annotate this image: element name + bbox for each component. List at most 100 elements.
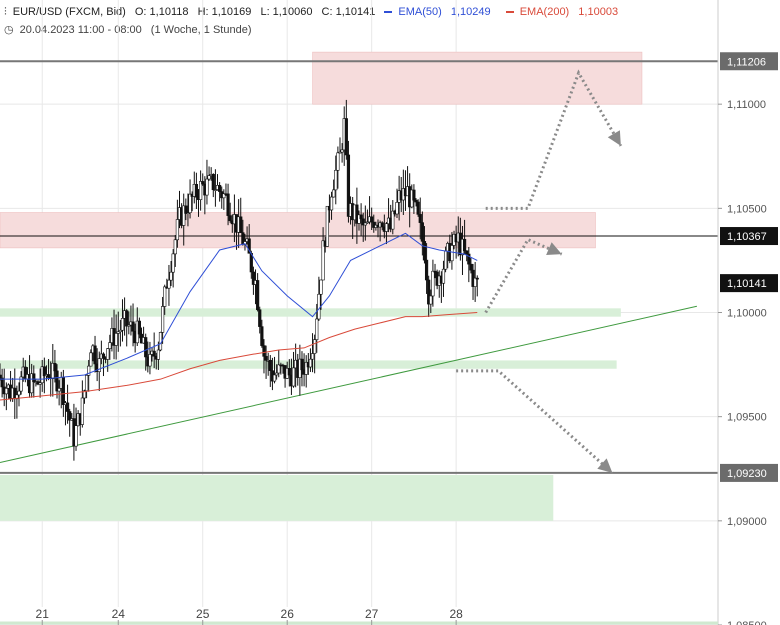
x-tick-label: 25 bbox=[196, 607, 210, 621]
y-tick-label: 1,10500 bbox=[727, 203, 767, 215]
candle bbox=[268, 359, 272, 371]
candle bbox=[251, 271, 256, 285]
candle bbox=[32, 373, 36, 383]
candle bbox=[0, 377, 4, 388]
candle bbox=[17, 390, 21, 396]
candle bbox=[424, 259, 429, 281]
candle bbox=[61, 377, 65, 405]
candle bbox=[264, 356, 268, 361]
resistance-zone bbox=[0, 212, 596, 249]
candle bbox=[137, 320, 141, 335]
y-tick-label: 1,10000 bbox=[727, 308, 767, 320]
candle bbox=[131, 321, 135, 332]
candle bbox=[338, 151, 342, 154]
candle bbox=[89, 352, 93, 367]
candle bbox=[184, 205, 188, 214]
candle bbox=[127, 324, 131, 327]
price-level-badge bbox=[720, 274, 778, 293]
x-tick-label: 27 bbox=[365, 607, 379, 621]
candle bbox=[450, 245, 454, 262]
price-level-label: 1,11206 bbox=[727, 56, 766, 68]
candle bbox=[163, 286, 167, 307]
ema200-line bbox=[0, 312, 478, 401]
candle-icon: ⫶ bbox=[4, 6, 7, 18]
scenario-arrow-path bbox=[456, 369, 614, 475]
candle bbox=[194, 183, 198, 198]
candle bbox=[0, 374, 2, 379]
candle bbox=[344, 118, 348, 156]
candle bbox=[372, 221, 376, 228]
candle bbox=[247, 238, 251, 254]
candle bbox=[310, 353, 315, 360]
candle bbox=[57, 388, 61, 392]
candle bbox=[467, 253, 471, 265]
candle bbox=[156, 349, 160, 360]
candle bbox=[304, 362, 308, 375]
candle bbox=[228, 215, 232, 222]
candle bbox=[317, 293, 321, 320]
candle bbox=[84, 374, 89, 392]
x-tick-label: 28 bbox=[449, 607, 463, 621]
scenario-arrow-head bbox=[546, 242, 562, 256]
candle bbox=[65, 402, 70, 412]
ema50-line bbox=[0, 232, 478, 380]
y-tick-label: 1,11000 bbox=[727, 99, 766, 111]
candle bbox=[114, 333, 118, 346]
candle bbox=[82, 390, 87, 399]
candle bbox=[186, 212, 190, 214]
candle bbox=[68, 411, 72, 421]
candle bbox=[395, 202, 399, 215]
support-zone bbox=[0, 475, 554, 521]
candle bbox=[201, 181, 205, 185]
candle bbox=[441, 268, 446, 284]
candle bbox=[53, 362, 57, 372]
candle bbox=[258, 309, 262, 327]
x-tick-label: 24 bbox=[112, 607, 126, 621]
candle bbox=[19, 376, 23, 392]
candle bbox=[433, 270, 437, 273]
y-tick-label: 1,09500 bbox=[727, 412, 767, 424]
candle bbox=[300, 358, 304, 371]
candle bbox=[118, 329, 122, 333]
candle bbox=[355, 204, 359, 224]
candle bbox=[431, 270, 435, 297]
candle bbox=[222, 193, 226, 199]
candle bbox=[167, 279, 171, 289]
candle bbox=[97, 358, 101, 372]
support-zone bbox=[0, 308, 621, 317]
candle bbox=[74, 425, 78, 447]
candle bbox=[346, 154, 351, 217]
candle bbox=[260, 326, 264, 346]
candle bbox=[116, 331, 120, 334]
candle bbox=[319, 279, 323, 295]
candle bbox=[416, 201, 420, 215]
symbol-label: EUR/USD (FXCM, Bid) bbox=[12, 6, 126, 18]
candle bbox=[370, 216, 374, 223]
candle bbox=[420, 222, 424, 242]
scenario-arrow-head bbox=[597, 458, 613, 473]
candle bbox=[414, 199, 418, 203]
chart-header-line-1: ⫶ EUR/USD (FXCM, Bid) O: 1,10118 H: 1,101… bbox=[4, 6, 630, 19]
candle bbox=[325, 205, 329, 247]
low-value: L: 1,10060 bbox=[260, 6, 313, 18]
candle bbox=[30, 373, 34, 394]
candle bbox=[205, 178, 209, 196]
candle bbox=[213, 189, 218, 191]
candle bbox=[125, 310, 129, 327]
candle bbox=[429, 295, 433, 305]
x-tick-label: 26 bbox=[281, 607, 295, 621]
candle bbox=[175, 219, 179, 241]
candle bbox=[469, 263, 473, 271]
price-level-badge bbox=[720, 52, 778, 71]
candle bbox=[148, 354, 152, 367]
candle bbox=[120, 318, 125, 331]
candle bbox=[365, 221, 370, 224]
candle bbox=[321, 240, 325, 281]
candle bbox=[329, 196, 334, 211]
candle bbox=[275, 372, 279, 376]
candle bbox=[363, 222, 367, 226]
candle bbox=[182, 205, 186, 226]
candle bbox=[359, 214, 363, 220]
candle bbox=[462, 238, 467, 252]
